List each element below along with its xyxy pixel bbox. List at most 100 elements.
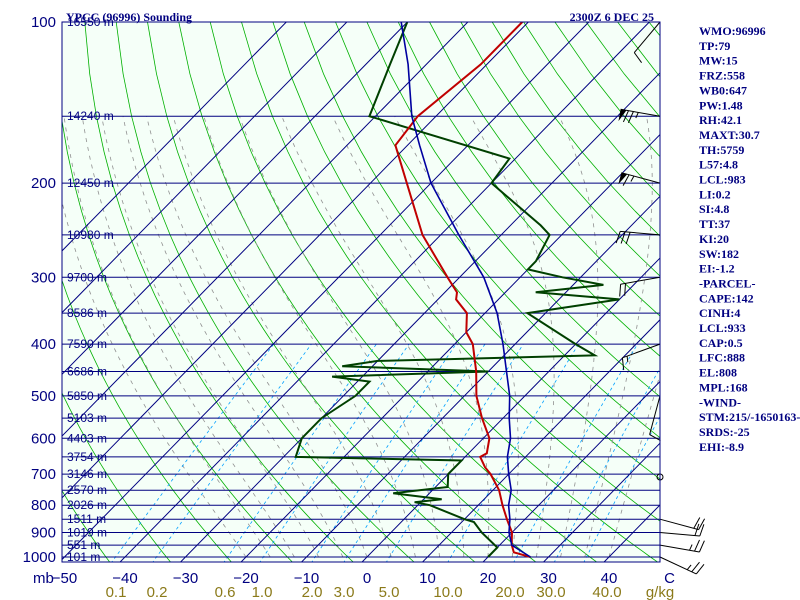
isotherm-line [361,257,660,562]
pressure-label: 900 [31,525,56,542]
wind-barb-staff [659,544,700,553]
height-label: 1511 m [67,512,106,526]
dry-adiabat-line [366,22,660,398]
wind-barb-staff [620,230,661,236]
isotherm-line [482,380,660,562]
wind-barb [633,21,661,63]
height-label: 3754 m [67,450,107,464]
wind-barb-feather [625,232,631,245]
sounding-index: RH:42.1 [699,113,742,127]
isotherm-line [179,72,660,562]
temperature-tick-label: 0 [363,570,371,587]
temperature-tick-label: −40 [112,570,137,587]
wind-barb [659,556,705,575]
sounding-index: -PARCEL- [699,276,755,290]
sounding-index: CAP:0.5 [699,336,743,350]
sounding-index: FRZ:558 [699,69,745,83]
sounding-index: SI:4.8 [699,202,729,216]
dry-adiabat-line [460,22,660,277]
temperature-tick-label: −20 [233,570,258,587]
pressure-label: 600 [31,430,56,447]
mixing-ratio-line [583,415,660,562]
parcel-profile [400,22,531,558]
wind-barb-feather [620,231,626,244]
temperature-tick-label: −50 [52,570,77,587]
height-label: 2026 m [67,498,107,512]
wind-barb-feather [621,357,625,371]
wind-barb-staff [659,532,700,537]
wind-barb-half-feather [626,356,629,363]
sounding-index: EI:-1.2 [699,262,735,276]
mixing-ratio-label: 40.0 [592,584,621,600]
wind-barb-staff [620,108,661,117]
wind-barb [618,108,661,124]
wind-barb-feather [619,284,622,297]
pressure-labels: 100 200 300 400 500 600 700 800 900 1000 [23,14,56,566]
sounding-index: TH:5759 [699,143,744,157]
wind-barb-feather [694,539,700,552]
moist-adiabat-line [558,116,599,558]
pressure-label: 700 [31,466,56,483]
mixing-ratio-line [553,367,660,562]
wind-barb-feather [698,540,705,553]
sounding-index: -WIND- [699,395,741,409]
profiles-layer [294,22,620,558]
height-label: 551 m [67,538,100,552]
sounding-index: TP:79 [699,39,730,53]
isotherm-line [62,22,530,499]
dry-adiabat-line [429,22,660,317]
wind-barb-feather [622,174,630,186]
mixing-ratio-line [152,343,312,562]
mixing-ratio-label: 10.0 [433,584,462,600]
height-label: 1019 m [67,526,107,540]
plot-background [62,22,660,562]
isotherm-line [542,442,660,562]
dry-adiabat-line [62,489,111,562]
pressure-label: 200 [31,175,56,192]
mixing-ratio-line [343,343,486,562]
wind-barb-feather [693,517,701,529]
pressure-label: 800 [31,497,56,514]
wind-barb-staff [633,21,661,53]
mixing-ratio-label: 0.2 [147,584,168,600]
mixing-ratio-line [385,343,524,562]
sounding-index: MW:15 [699,54,738,68]
sounding-index: STM:215/-1650163- [699,410,800,424]
wind-barb-feather [649,434,661,442]
height-label: 14240 m [67,109,114,123]
sounding-index: L57:4.8 [699,158,738,172]
wind-barb-feather [622,110,629,123]
moist-adiabat-line [62,200,247,558]
height-label: 12450 m [67,176,114,190]
height-label: 9700 m [67,270,107,284]
height-label: 7590 m [67,337,107,351]
wind-barb-feather [633,52,643,63]
height-label: 3146 m [67,467,107,481]
wind-barb [659,539,705,553]
wind-barb-pennant [618,109,627,122]
wind-barb [659,523,705,537]
wind-barb-staff [620,276,661,285]
isotherm-line [421,319,660,562]
height-label: 6686 m [67,365,107,379]
dry-adiabat-line [115,22,415,562]
moist-adiabat-line [470,116,555,558]
isotherm-line [62,22,590,561]
wind-barb [649,395,661,442]
mixing-ratio-label: 2.0 [302,584,323,600]
moist-adiabat-line [122,116,344,558]
pressure-label: 500 [31,388,56,405]
mixing-ratio-label: 5.0 [379,584,400,600]
moist-adiabat-line [584,116,653,558]
grid-layer [0,22,660,568]
temperature-tick-label: −30 [173,570,198,587]
mixing-ratio-label: g/kg [646,584,674,600]
height-label: 8586 m [67,306,107,320]
pressure-unit-label: mb [33,570,54,587]
mixing-ratio-line [223,343,377,562]
moist-adiabat-line [81,116,295,558]
dry-adiabat-line [0,22,53,568]
moist-adiabat-line [203,116,416,558]
